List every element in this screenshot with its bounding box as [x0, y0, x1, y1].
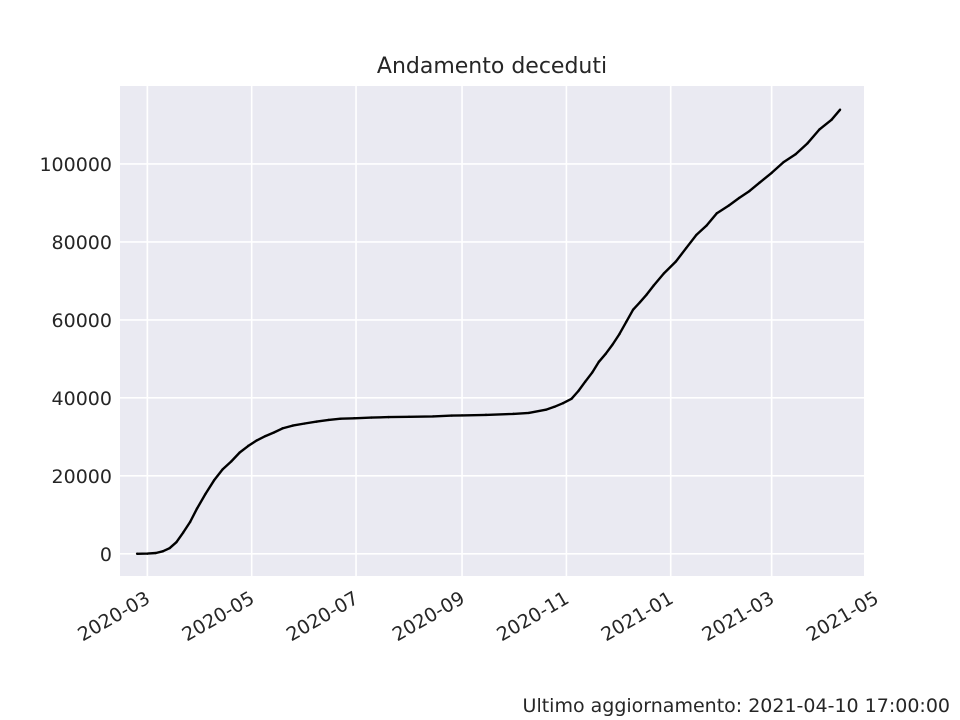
data-point [727, 204, 731, 207]
data-point [631, 308, 635, 311]
data-point [370, 416, 373, 419]
y-tick-label: 20000 [52, 466, 112, 488]
data-point [291, 424, 294, 427]
x-tick-label: 2020-03 [74, 587, 154, 646]
data-point [625, 320, 628, 323]
data-point [353, 417, 356, 420]
data-point [221, 468, 224, 471]
data-point [431, 415, 435, 418]
data-point [705, 224, 708, 227]
data-point [146, 552, 149, 555]
y-tick-label: 0 [100, 544, 112, 566]
y-tick-label: 60000 [52, 310, 112, 332]
data-point [387, 415, 390, 419]
data-points [135, 108, 842, 555]
x-tick-label: 2020-09 [389, 587, 469, 646]
data-point [590, 371, 594, 374]
data-point [204, 492, 207, 496]
y-tick-label: 40000 [52, 388, 112, 410]
data-point [460, 414, 464, 417]
data-point [281, 427, 284, 430]
data-point [611, 343, 614, 346]
data-point [737, 196, 741, 200]
data-point [684, 246, 688, 250]
data-point [188, 520, 192, 524]
data-point [748, 189, 751, 193]
y-axis-ticks: 0 20000 40000 60000 80000 100000 [39, 154, 112, 566]
data-point [407, 415, 411, 418]
data-point [484, 413, 488, 417]
data-point [255, 439, 259, 442]
data-point [154, 551, 158, 555]
data-point [339, 417, 342, 420]
data-point [645, 293, 648, 296]
x-tick-label: 2020-11 [493, 587, 573, 646]
data-point [182, 531, 185, 534]
x-tick-label: 2020-05 [178, 587, 258, 646]
data-point [674, 260, 678, 263]
data-point [570, 397, 573, 400]
data-point [553, 405, 556, 409]
x-tick-label: 2021-01 [597, 587, 677, 646]
data-point [838, 108, 842, 111]
x-tick-label: 2021-03 [698, 587, 778, 646]
data-point [652, 284, 655, 287]
data-point [544, 408, 548, 411]
y-tick-label: 80000 [52, 232, 112, 254]
data-point [175, 540, 178, 544]
data-point [135, 552, 139, 555]
data-point [229, 460, 233, 463]
data-point [715, 211, 719, 215]
data-point [212, 479, 216, 482]
data-point [238, 451, 241, 454]
data-point [272, 431, 276, 434]
x-tick-label: 2021-05 [803, 587, 883, 646]
data-point [561, 402, 565, 405]
gridlines [120, 86, 877, 576]
data-point [770, 171, 773, 175]
x-tick-label: 2020-07 [283, 587, 363, 646]
data-point [327, 418, 330, 422]
data-point [577, 389, 580, 393]
chart-title: Andamento deceduti [377, 54, 607, 79]
data-point [618, 332, 621, 336]
data-point [303, 422, 306, 425]
data-point [794, 153, 797, 156]
data-point [806, 141, 809, 145]
last-update-note: Ultimo aggiornamento: 2021-04-10 17:00:0… [522, 695, 950, 717]
data-point [782, 160, 785, 164]
data-point [168, 546, 171, 550]
data-point [315, 420, 318, 423]
data-point [638, 301, 642, 304]
x-axis-ticks: 2020-03 2020-05 2020-07 2020-09 2020-11 2021-… [74, 587, 882, 646]
y-tick-label: 100000 [39, 154, 112, 176]
data-point [695, 233, 698, 237]
data-point [584, 380, 587, 383]
data-point [758, 181, 761, 184]
data-point [604, 352, 607, 355]
data-point [527, 411, 530, 415]
data-point [161, 550, 164, 553]
data-point [264, 434, 267, 438]
data-point [830, 118, 833, 122]
data-point [450, 414, 454, 417]
data-point [195, 507, 199, 510]
plot-area [120, 86, 864, 576]
data-point [247, 444, 250, 448]
data-point [662, 272, 666, 275]
data-point [597, 360, 601, 363]
data-point [818, 128, 821, 131]
data-point [512, 412, 515, 416]
